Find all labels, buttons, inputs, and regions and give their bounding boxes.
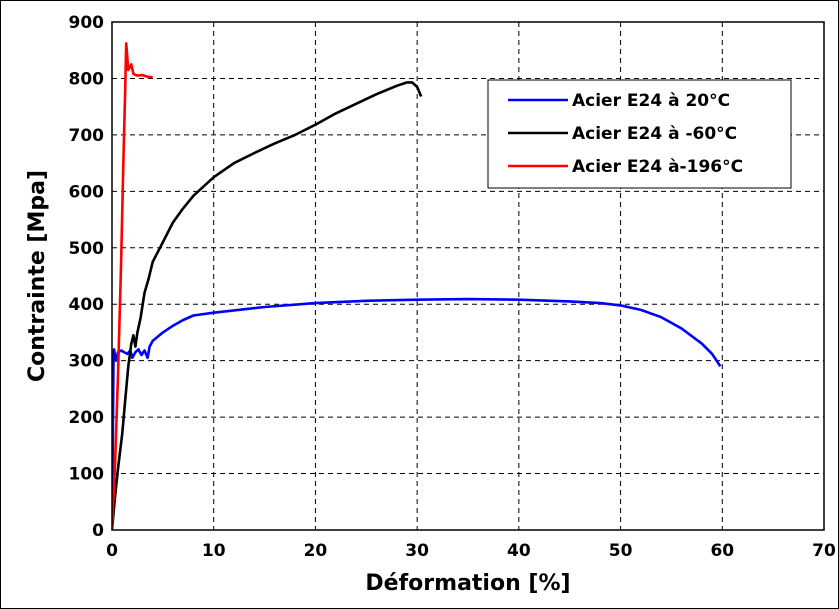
x-tick-label: 50 <box>609 541 633 561</box>
x-tick-label: 70 <box>812 541 836 561</box>
y-tick-label: 0 <box>92 521 104 541</box>
y-tick-label: 800 <box>69 69 105 89</box>
grid <box>112 22 824 530</box>
legend-label-1: Acier E24 à -60°C <box>572 124 737 144</box>
legend-label-2: Acier E24 à-196°C <box>572 157 743 177</box>
x-tick-label: 20 <box>304 541 328 561</box>
y-axis-title: Contrainte [Mpa] <box>25 170 50 382</box>
x-tick-label: 40 <box>507 541 531 561</box>
legend: Acier E24 à 20°C Acier E24 à -60°C Acier E… <box>487 79 792 189</box>
x-tick-label: 60 <box>710 541 734 561</box>
y-tick-label: 600 <box>69 182 105 202</box>
x-tick-label: 30 <box>405 541 429 561</box>
y-tick-label: 200 <box>69 408 105 428</box>
y-tick-labels: 0 100 200 300 400 500 600 700 800 900 <box>69 13 105 541</box>
x-tick-label: 10 <box>202 541 226 561</box>
y-tick-label: 900 <box>69 13 105 33</box>
x-tick-labels: 0 10 20 30 40 50 60 70 <box>106 541 836 561</box>
x-axis-title: Déformation [%] <box>365 571 570 596</box>
legend-label-0: Acier E24 à 20°C <box>572 91 730 111</box>
series-group <box>112 42 722 530</box>
x-tick-label: 0 <box>106 541 118 561</box>
y-tick-label: 500 <box>69 239 105 259</box>
series-line-1 <box>112 81 423 530</box>
y-tick-label: 300 <box>69 352 105 372</box>
plot-frame <box>111 21 825 531</box>
y-tick-label: 400 <box>69 295 105 315</box>
y-tick-label: 700 <box>69 126 105 146</box>
y-tick-label: 100 <box>69 465 105 485</box>
series-line-2 <box>112 42 153 530</box>
